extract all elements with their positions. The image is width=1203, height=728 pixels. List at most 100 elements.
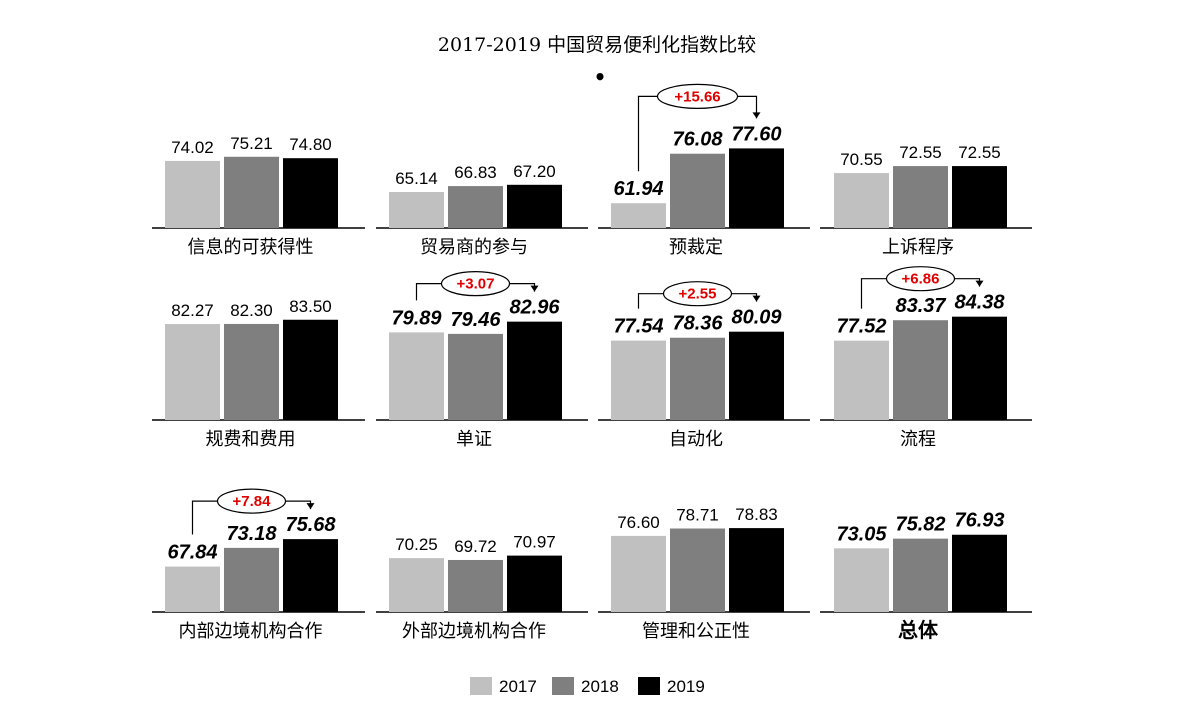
category-label: 单证	[456, 429, 492, 450]
value-label-2018: 69.72	[454, 537, 497, 556]
delta-label: +3.07	[457, 276, 495, 293]
delta-ellipse	[216, 488, 287, 514]
value-label-2019: 72.55	[958, 143, 1001, 162]
panel-11: 73.05 75.82 76.93 总体	[820, 510, 1032, 642]
bar-2018	[893, 166, 948, 228]
bar-2018	[224, 156, 279, 228]
legend-item-2018: 2018	[552, 677, 619, 696]
bar-2018	[448, 186, 503, 228]
value-label-2018: 72.55	[899, 143, 942, 162]
value-label-2018: 83.37	[895, 295, 946, 317]
bar-2018	[670, 153, 725, 228]
value-label-2017: 82.27	[171, 301, 214, 320]
delta-label: +7.84	[233, 493, 272, 510]
category-label: 流程	[900, 429, 936, 450]
bar-2019	[283, 158, 338, 228]
chart-title: 2017-2019 中国贸易便利化指数比较	[438, 34, 756, 56]
panel-5: 79.89 79.46 82.96 单证 +3.07	[376, 271, 588, 450]
bar-2018	[893, 320, 948, 420]
delta-arrowhead	[975, 280, 984, 287]
category-label: 上诉程序	[882, 237, 954, 258]
value-label-2019: 70.97	[513, 533, 556, 552]
panel-9: 70.25 69.72 70.97 外部边境机构合作	[376, 533, 588, 642]
panel-10: 76.60 78.71 78.83 管理和公正性	[598, 505, 810, 642]
bar-2019	[507, 184, 562, 228]
category-label: 自动化	[669, 429, 723, 450]
bar-2019	[952, 534, 1007, 612]
bar-2017	[834, 173, 889, 228]
bar-2019	[952, 166, 1007, 228]
panels: 74.02 75.21 74.80 信息的可获得性 65.14 66.83 67.20 贸易商…	[152, 83, 1032, 642]
panel-2: 61.94 76.08 77.60 预裁定 +15.66	[598, 83, 810, 258]
bar-2018	[448, 559, 503, 612]
bar-2017	[165, 324, 220, 420]
title-dot: •	[594, 65, 607, 89]
value-label-2017: 70.25	[395, 535, 438, 554]
legend-swatch	[552, 677, 574, 695]
category-label: 管理和公正性	[642, 621, 750, 642]
bar-2017	[389, 332, 444, 420]
legend-swatch	[470, 677, 492, 695]
value-label-2019: 82.96	[509, 297, 560, 319]
bar-2018	[448, 333, 503, 420]
value-label-2018: 78.71	[676, 506, 719, 525]
legend-item-2019: 2019	[638, 677, 705, 696]
bar-2018	[893, 538, 948, 612]
legend-label: 2017	[499, 677, 537, 696]
category-label: 规费和费用	[206, 429, 296, 450]
legend-label: 2019	[667, 677, 705, 696]
delta-label: +15.66	[674, 88, 720, 105]
bar-2017	[389, 558, 444, 612]
bar-2017	[834, 548, 889, 612]
panel-4: 82.27 82.30 83.50 规费和费用	[152, 297, 365, 450]
category-label: 内部边境机构合作	[179, 621, 323, 642]
value-label-2018: 75.82	[895, 514, 945, 536]
value-label-2018: 75.21	[230, 134, 273, 153]
delta-label: +2.55	[679, 286, 717, 303]
category-label: 贸易商的参与	[420, 237, 528, 258]
value-label-2019: 74.80	[289, 135, 332, 154]
value-label-2018: 66.83	[454, 163, 497, 182]
value-label-2018: 76.08	[672, 129, 723, 151]
delta-ellipse	[656, 83, 739, 110]
value-label-2019: 77.60	[731, 123, 781, 145]
bar-2018	[224, 547, 279, 612]
value-label-2017: 74.02	[171, 138, 214, 157]
bar-2019	[283, 539, 338, 612]
value-label-2019: 78.83	[735, 505, 778, 524]
value-label-2019: 80.09	[731, 307, 782, 329]
value-label-2017: 77.52	[836, 316, 886, 338]
bar-2017	[611, 535, 666, 612]
value-label-2017: 73.05	[836, 523, 887, 545]
bar-2017	[389, 192, 444, 228]
delta-ellipse	[440, 271, 511, 297]
delta-arrowhead	[306, 503, 315, 510]
bar-2017	[611, 203, 666, 228]
value-label-2018: 82.30	[230, 301, 273, 320]
panel-1: 65.14 66.83 67.20 贸易商的参与	[376, 162, 588, 258]
bar-2019	[729, 528, 784, 612]
legend-swatch	[638, 677, 660, 695]
delta-label: +6.86	[902, 271, 940, 288]
bar-2017	[611, 340, 666, 420]
value-label-2017: 79.89	[391, 307, 442, 329]
panel-8: 67.84 73.18 75.68 内部边境机构合作 +7.84	[152, 488, 365, 642]
bar-2019	[507, 555, 562, 612]
value-label-2019: 83.50	[289, 297, 332, 316]
value-label-2018: 78.36	[672, 313, 723, 335]
bar-2018	[224, 323, 279, 420]
panel-3: 70.55 72.55 72.55 上诉程序	[820, 143, 1032, 258]
value-label-2018: 73.18	[226, 523, 277, 545]
value-label-2019: 84.38	[954, 292, 1005, 314]
bar-2017	[165, 566, 220, 612]
value-label-2017: 77.54	[613, 316, 663, 338]
legend-label: 2018	[581, 677, 619, 696]
legend: 2017 2018 2019	[470, 677, 705, 696]
delta-ellipse	[885, 266, 956, 292]
category-label: 预裁定	[669, 237, 723, 258]
panel-7: 77.52 83.37 84.38 流程 +6.86	[820, 266, 1032, 450]
value-label-2019: 75.68	[285, 514, 336, 536]
category-label: 总体	[898, 618, 939, 642]
panel-0: 74.02 75.21 74.80 信息的可获得性	[152, 134, 365, 258]
